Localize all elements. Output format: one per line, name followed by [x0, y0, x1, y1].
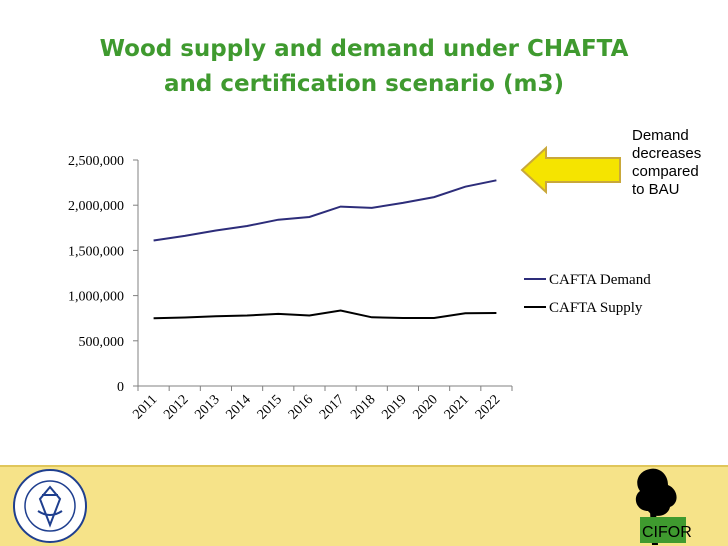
annotation-line: to BAU — [632, 181, 680, 198]
x-tick-label: 2011 — [130, 392, 160, 422]
footer-divider — [0, 465, 728, 467]
x-tick-label: 2021 — [442, 392, 472, 422]
chart-axes — [133, 159, 513, 391]
series-lines — [153, 179, 497, 320]
x-tick-label: 2014 — [224, 392, 254, 422]
annotation-text: Demand decreases compared to BAU — [632, 127, 728, 199]
cifor-text: CIFOR — [642, 524, 692, 541]
arrow-shape — [520, 145, 621, 195]
line-chart: 0 500,000 1,000,000 1,500,000 2,000,000 2,500… — [68, 145, 651, 423]
x-tick-label: 2020 — [411, 392, 441, 422]
title-line-1: Wood supply and demand under CHAFTA — [99, 36, 629, 62]
left-arrow-icon — [520, 145, 621, 195]
legend-label: CAFTA Demand — [549, 272, 651, 288]
y-tick-label: 1,500,000 — [68, 244, 124, 259]
legend-label: CAFTA Supply — [549, 300, 643, 316]
x-tick-label: 2015 — [255, 392, 285, 422]
y-tick-label: 0 — [117, 380, 124, 395]
annotation-line: Demand — [632, 127, 689, 144]
x-tick-label: 2019 — [379, 392, 409, 422]
annotation-line: compared — [632, 163, 699, 180]
series-line-demand — [153, 179, 497, 242]
x-tick-label: 2016 — [286, 392, 316, 422]
x-tick-label: 2022 — [473, 392, 503, 422]
x-tick-label: 2017 — [317, 392, 347, 422]
chart-legend: CAFTA Demand CAFTA Supply — [524, 272, 651, 316]
cifor-tree-logo: CIFOR — [635, 468, 692, 545]
y-tick-labels: 0 500,000 1,000,000 1,500,000 2,000,000 2,500… — [68, 154, 124, 395]
ipb-seal-logo — [13, 469, 87, 543]
x-tick-label: 2018 — [348, 392, 378, 422]
title-line-2: and certification scenario (m3) — [164, 71, 564, 97]
series-line-supply — [153, 309, 497, 320]
annotation-line: decreases — [632, 145, 702, 162]
y-tick-label: 2,500,000 — [68, 154, 124, 169]
x-tick-label: 2012 — [161, 392, 191, 422]
y-tick-label: 500,000 — [79, 335, 125, 350]
x-tick-label: 2013 — [192, 392, 222, 422]
x-tick-labels: 2011 2012 2013 2014 2015 2016 2017 2018 2019 2020… — [130, 392, 503, 422]
footer-band: CIFOR — [0, 467, 728, 546]
y-tick-label: 1,000,000 — [68, 290, 124, 305]
slide-title: Wood supply and demand under CHAFTA and … — [40, 32, 688, 102]
y-tick-label: 2,000,000 — [68, 199, 124, 214]
